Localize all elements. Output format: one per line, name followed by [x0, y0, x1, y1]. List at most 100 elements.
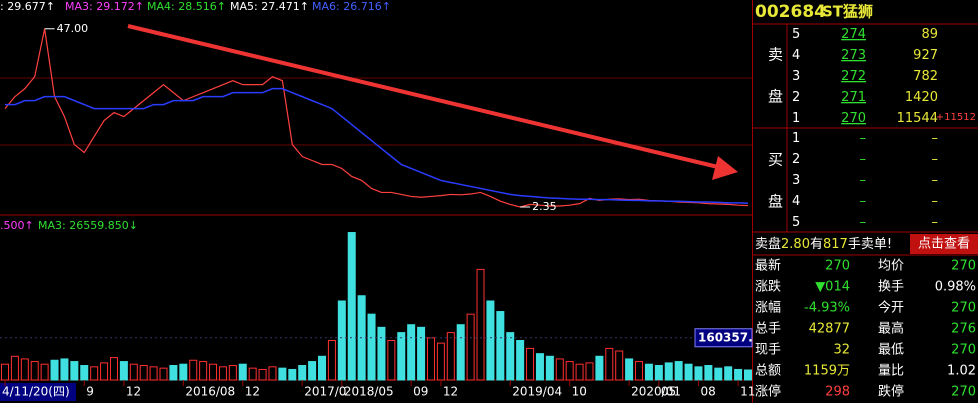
- book-price: 271: [841, 90, 866, 105]
- volume-bar: [248, 367, 257, 381]
- volume-bar: [555, 358, 564, 381]
- book-price: 270: [841, 111, 866, 126]
- annotation: 2.35: [532, 200, 557, 213]
- volume-bar: [228, 365, 237, 381]
- volume-bar: [704, 365, 713, 381]
- volume-bar: [377, 326, 386, 381]
- book-volume: –: [932, 215, 939, 230]
- stat-label: 涨跌: [755, 279, 781, 295]
- volume-bar: [318, 355, 327, 381]
- price-line: [4, 28, 749, 208]
- volume-bar: [209, 363, 218, 381]
- stat-label: 总手: [755, 322, 781, 337]
- volume-bar: [149, 366, 158, 381]
- x-tick-label: 9: [86, 385, 94, 399]
- stat-value: ▼014: [815, 280, 850, 295]
- volume-bar: [417, 326, 426, 381]
- volume-bar: [30, 361, 39, 381]
- volume-bar: [724, 366, 733, 381]
- book-level: 2: [792, 152, 800, 167]
- stat-value: 270: [951, 385, 976, 400]
- volume-bar: [278, 367, 287, 381]
- stat-value: 1.02: [947, 364, 976, 379]
- stat-label: 最高: [878, 321, 904, 337]
- stat-value: 298: [825, 385, 850, 400]
- volume-bar: [644, 363, 653, 381]
- volume-bar: [199, 361, 208, 381]
- volume-bar: [744, 369, 752, 381]
- volume-bar: [268, 366, 277, 381]
- volume-bar: [476, 268, 485, 381]
- book-volume: 927: [913, 48, 938, 63]
- volume-bar: [218, 366, 227, 381]
- message-part: 817: [823, 237, 848, 252]
- volume-bar: [119, 361, 128, 381]
- book-level: 5: [792, 215, 800, 230]
- message: 卖盘2.80有817手卖单!: [755, 236, 892, 252]
- book-price: –: [860, 173, 867, 188]
- volume-bar: [50, 359, 59, 381]
- volume-bar: [308, 361, 317, 381]
- book-price: –: [860, 215, 867, 230]
- stat-value: 32: [833, 343, 850, 358]
- volume-bar: [615, 350, 624, 381]
- x-tick-label: 12: [443, 385, 458, 399]
- date-box: [0, 383, 76, 401]
- stat-label: 涨幅: [755, 301, 781, 316]
- volume-bar: [595, 355, 604, 381]
- volume-bar: [456, 324, 465, 381]
- stat-label: 现手: [755, 343, 781, 358]
- volume-bar: [446, 332, 455, 381]
- annotation: 47.00: [57, 22, 88, 35]
- volume-marker-box: [694, 328, 753, 348]
- volume-bar: [496, 311, 505, 381]
- volume-bar: [397, 332, 406, 381]
- volume-bar: [40, 363, 49, 381]
- stat-label: 最新: [755, 258, 781, 274]
- indicator: MA6: 26.716↑: [312, 0, 391, 13]
- indicator: : 29.677↑: [0, 0, 55, 13]
- message-part: 2.80: [781, 237, 810, 252]
- x-tick-label: 2019/04: [512, 385, 562, 399]
- book-price: 274: [841, 27, 866, 42]
- volume-bar: [327, 340, 336, 381]
- stat-value: 42877: [809, 322, 850, 337]
- volume-bar: [238, 363, 247, 381]
- volume-bar: [80, 365, 89, 381]
- book-price: 272: [841, 69, 866, 84]
- book-volume: –: [932, 131, 939, 146]
- volume-bar: [664, 362, 673, 381]
- view-button-label[interactable]: 点击查看: [918, 236, 970, 252]
- volume-bar: [635, 361, 644, 381]
- book-volume: 782: [913, 69, 938, 84]
- volume-bar: [179, 363, 188, 381]
- book-volume: –: [932, 152, 939, 167]
- volume-bar: [684, 363, 693, 381]
- x-tick-label: 2020/01: [631, 385, 681, 399]
- book-volume: –: [932, 194, 939, 209]
- stat-value: 276: [951, 322, 976, 337]
- volume-bar: [159, 367, 168, 381]
- stat-label: 换手: [878, 280, 904, 295]
- volume-bar: [189, 359, 198, 381]
- stat-value: -4.93%: [804, 301, 850, 316]
- volume-bar: [734, 368, 743, 381]
- volume-bar: [347, 232, 356, 381]
- book-price: 273: [841, 48, 866, 63]
- book-level: 3: [792, 69, 800, 84]
- x-tick-label: 09: [413, 385, 428, 399]
- message-part: 手卖单!: [848, 237, 892, 252]
- volume-bar: [60, 358, 69, 381]
- book-level: 3: [792, 173, 800, 188]
- view-button[interactable]: [910, 234, 978, 254]
- stat-label: 量比: [878, 364, 904, 379]
- book-price: –: [860, 194, 867, 209]
- volume-bar: [367, 313, 376, 381]
- stat-label: 总额: [755, 364, 781, 379]
- book-volume: 11544: [897, 111, 938, 126]
- volume-bar: [139, 365, 148, 381]
- volume-bar: [70, 361, 79, 381]
- indicator: MA3: 29.172↑: [65, 0, 144, 13]
- volume-bar: [129, 363, 138, 381]
